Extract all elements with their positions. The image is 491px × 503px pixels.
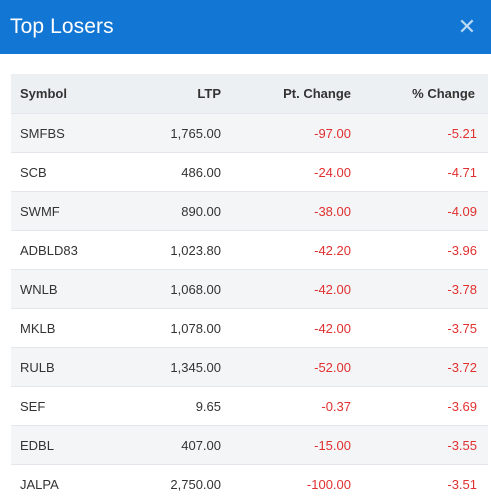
column-header-pct-change[interactable]: % Change [351,74,488,114]
cell-symbol: SWMF [11,192,130,231]
table-header-row: Symbol LTP Pt. Change % Change [11,74,488,114]
cell-ltp: 486.00 [130,153,221,192]
cell-ltp: 1,068.00 [130,270,221,309]
cell-pct-change: -3.55 [351,426,488,465]
cell-ltp: 2,750.00 [130,465,221,503]
cell-pct-change: -4.09 [351,192,488,231]
cell-pct-change: -3.72 [351,348,488,387]
cell-pct-change: -3.51 [351,465,488,503]
cell-pt-change: -52.00 [221,348,351,387]
cell-pct-change: -3.75 [351,309,488,348]
close-icon[interactable]: ✕ [457,17,477,37]
cell-pct-change: -3.96 [351,231,488,270]
column-header-symbol[interactable]: Symbol [11,74,130,114]
cell-symbol: SEF [11,387,130,426]
cell-pt-change: -42.00 [221,270,351,309]
cell-pct-change: -4.71 [351,153,488,192]
cell-ltp: 407.00 [130,426,221,465]
cell-symbol: ADBLD83 [11,231,130,270]
cell-pt-change: -42.20 [221,231,351,270]
cell-symbol: RULB [11,348,130,387]
cell-ltp: 890.00 [130,192,221,231]
cell-pct-change: -5.21 [351,114,488,153]
cell-pct-change: -3.78 [351,270,488,309]
cell-pt-change: -38.00 [221,192,351,231]
cell-ltp: 1,765.00 [130,114,221,153]
modal-header: Top Losers ✕ [0,0,491,54]
cell-symbol: MKLB [11,309,130,348]
cell-pt-change: -42.00 [221,309,351,348]
modal-title: Top Losers [10,15,114,39]
cell-symbol: SMFBS [11,114,130,153]
cell-pt-change: -100.00 [221,465,351,503]
cell-pt-change: -24.00 [221,153,351,192]
cell-ltp: 1,345.00 [130,348,221,387]
column-header-ltp[interactable]: LTP [130,74,221,114]
cell-pt-change: -15.00 [221,426,351,465]
cell-ltp: 1,023.80 [130,231,221,270]
cell-pt-change: -0.37 [221,387,351,426]
cell-ltp: 9.65 [130,387,221,426]
cell-pt-change: -97.00 [221,114,351,153]
cell-symbol: SCB [11,153,130,192]
cell-symbol: WNLB [11,270,130,309]
cell-pct-change: -3.69 [351,387,488,426]
cell-ltp: 1,078.00 [130,309,221,348]
cell-symbol: EDBL [11,426,130,465]
cell-symbol: JALPA [11,465,130,503]
column-header-pt-change[interactable]: Pt. Change [221,74,351,114]
